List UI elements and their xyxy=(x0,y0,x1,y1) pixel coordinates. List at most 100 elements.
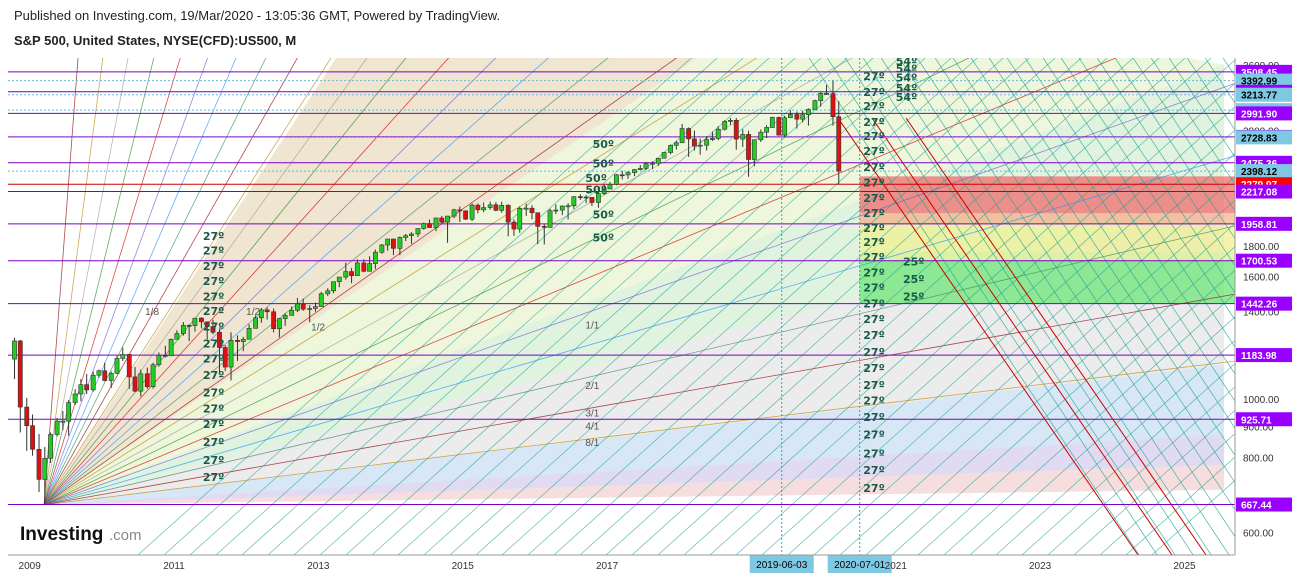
grid-line-up xyxy=(241,58,796,555)
candle-body xyxy=(589,197,595,203)
fan-label: 1/8 xyxy=(145,307,159,318)
candle-body xyxy=(84,384,90,391)
candle-body xyxy=(758,131,764,141)
date-marker-label: 2019-06-03 xyxy=(756,560,808,571)
candle-body xyxy=(607,184,613,190)
plot-background xyxy=(8,58,1235,555)
fan-line xyxy=(43,58,104,505)
price-tag-label: 667.44 xyxy=(1241,501,1272,512)
price-tag xyxy=(1236,73,1292,88)
candle-body xyxy=(397,237,403,249)
angle-54-label: 54º xyxy=(896,55,918,68)
candle-body xyxy=(818,93,824,102)
candle-body xyxy=(246,328,252,340)
angle-27-label: 27º xyxy=(203,418,225,431)
candle-body xyxy=(493,204,499,211)
grid-line-up xyxy=(501,58,1056,555)
candle-body xyxy=(295,303,300,311)
candle-body xyxy=(487,204,493,208)
fan-band-1 xyxy=(44,58,1225,505)
angle-27-label: 27º xyxy=(863,236,885,249)
price-tag xyxy=(1236,296,1292,311)
candle-body xyxy=(192,317,198,326)
candle-body xyxy=(601,188,607,194)
candle-body xyxy=(421,223,427,229)
angle-27-label: 27º xyxy=(863,251,885,264)
candle-body xyxy=(168,338,174,357)
zone-0 xyxy=(859,176,1235,214)
price-tag-label: 3508.45 xyxy=(1241,68,1278,79)
candle-body xyxy=(180,325,186,334)
candle-body xyxy=(289,309,295,316)
price-tag xyxy=(1236,130,1292,145)
candle-body xyxy=(210,326,216,333)
grid-line-up xyxy=(735,106,1235,555)
grid-line-up xyxy=(163,58,718,555)
grid-line-up xyxy=(527,58,1082,555)
candle-body xyxy=(433,217,439,228)
fan-label: 1/2 xyxy=(311,323,325,334)
angle-50-label: 50º xyxy=(585,172,607,185)
price-tag xyxy=(1236,497,1292,512)
angle-27-label: 27º xyxy=(863,298,885,311)
fan-label: 3/1 xyxy=(585,409,599,420)
grid-line-up xyxy=(423,58,978,555)
angle-27-label: 27º xyxy=(203,387,225,400)
angle-50-label: 50º xyxy=(593,208,615,221)
angle-27-label: 27º xyxy=(203,369,225,382)
candle-body xyxy=(691,138,697,147)
fan-band-2 xyxy=(44,64,1225,505)
angle-27-label: 27º xyxy=(863,222,885,235)
investing-logo: Investing .com xyxy=(20,524,142,545)
candle-body xyxy=(126,354,132,378)
fan-line xyxy=(43,58,155,505)
candle-body xyxy=(235,340,240,342)
date-marker-label: 2020-07-01 xyxy=(834,560,886,571)
candle-body xyxy=(740,134,746,140)
grid-line-up xyxy=(1073,409,1235,555)
fan-line xyxy=(43,58,208,505)
angle-27-label: 27º xyxy=(863,464,885,477)
candle-body xyxy=(36,448,42,480)
angle-27-label: 27º xyxy=(203,275,225,288)
x-tick-label: 2015 xyxy=(452,561,475,572)
candle-body xyxy=(535,212,541,227)
fan-band-0 xyxy=(44,58,697,505)
candle-body xyxy=(391,238,396,249)
fan-line xyxy=(44,360,1235,506)
fan-line xyxy=(43,58,853,506)
candle-body xyxy=(517,207,523,230)
candle-body xyxy=(367,263,373,272)
logo-light: .com xyxy=(109,527,142,544)
angle-27-label: 27º xyxy=(203,402,225,415)
candle-body xyxy=(78,384,84,395)
price-tag xyxy=(1236,184,1292,199)
grid-line-up xyxy=(1021,363,1235,555)
candle-body xyxy=(222,347,228,368)
price-tag-label: 1183.98 xyxy=(1241,351,1277,362)
candle-body xyxy=(54,420,60,435)
candle-body xyxy=(469,204,475,220)
candle-body xyxy=(751,139,757,160)
price-tag-label: 2991.90 xyxy=(1241,109,1278,120)
candle-body xyxy=(217,332,222,348)
angle-27-label: 27º xyxy=(863,346,885,359)
candle-body xyxy=(144,373,150,387)
candle-body xyxy=(17,340,23,408)
grid-line-up xyxy=(267,58,822,555)
candle-body xyxy=(313,306,318,309)
candle-body xyxy=(150,364,156,387)
x-tick-label: 2011 xyxy=(163,561,185,572)
angle-27-label: 27º xyxy=(863,70,885,83)
angle-50-label: 50º xyxy=(593,232,615,245)
red-down-line xyxy=(905,117,1207,555)
candle-body xyxy=(415,228,421,235)
angle-27-label: 27º xyxy=(203,353,225,366)
date-marker-tag xyxy=(827,555,892,573)
candle-body xyxy=(451,209,457,217)
candle-body xyxy=(114,358,120,374)
fan-line xyxy=(43,58,497,505)
grid-line-up xyxy=(579,58,1134,555)
candle-body xyxy=(204,321,210,327)
